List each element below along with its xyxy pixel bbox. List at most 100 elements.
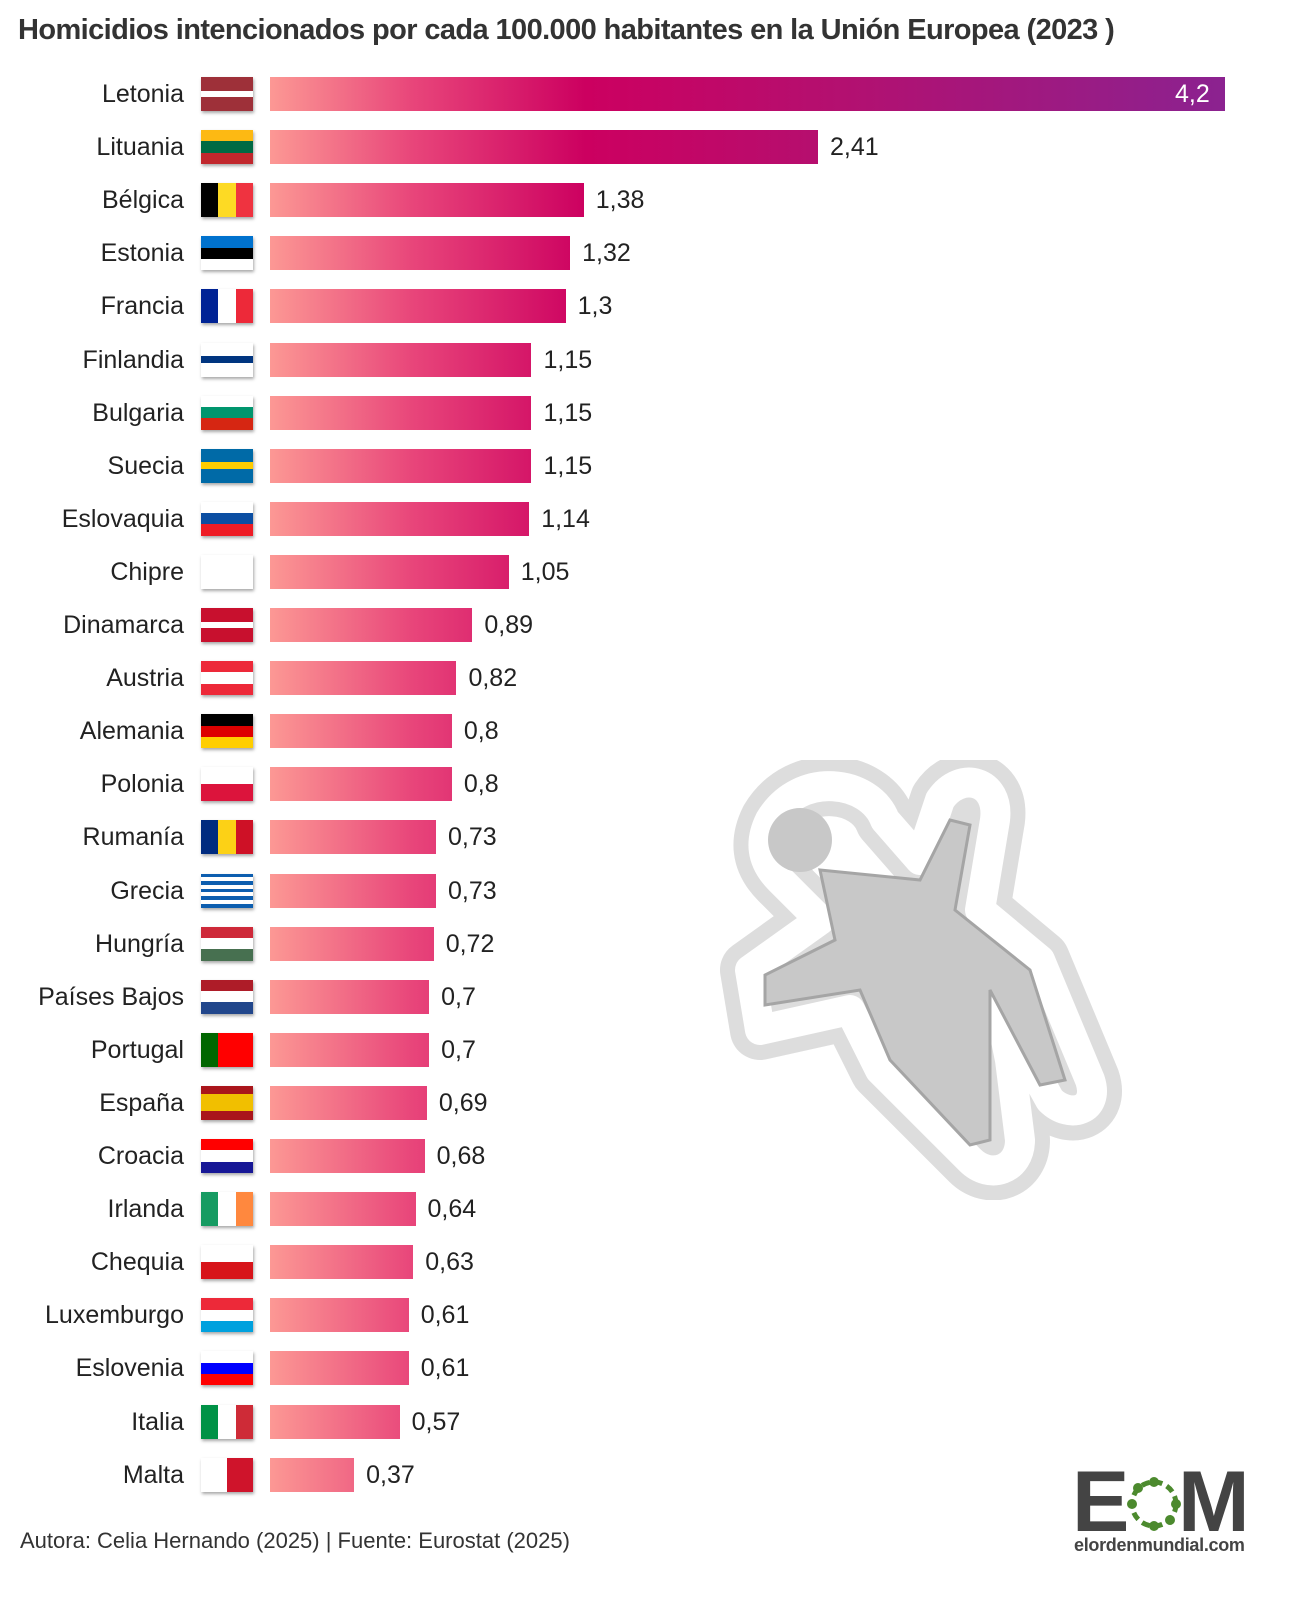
category-label: Letonia xyxy=(101,80,184,108)
bar xyxy=(270,1245,414,1280)
category-label: Croacia xyxy=(97,1142,184,1170)
category-label: Austria xyxy=(106,664,184,693)
value-label: 0,72 xyxy=(445,929,495,958)
bar-row: Lituania 2,41 xyxy=(0,130,1310,166)
svg-text:M: M xyxy=(1178,1466,1250,1550)
value-label: 0,64 xyxy=(427,1195,477,1224)
category-label: Bélgica xyxy=(102,186,184,215)
bar-row: Bulgaria 1,15 xyxy=(0,395,1310,432)
flag-icon xyxy=(201,608,253,642)
bar-row: Países Bajos 0,7 xyxy=(0,979,1310,1016)
flag-icon xyxy=(201,1351,253,1386)
value-label: 4,2 xyxy=(1175,80,1210,108)
category-label: Hungría xyxy=(95,929,184,958)
eom-logo: E M xyxy=(1072,1466,1250,1550)
flag-icon xyxy=(201,979,253,1014)
category-label: Dinamarca xyxy=(63,611,184,639)
category-label: Finlandia xyxy=(82,345,184,374)
bar xyxy=(270,501,530,536)
category-label: Portugal xyxy=(90,1035,184,1064)
value-label: 0,73 xyxy=(447,823,497,852)
bar-row: Portugal 0,7 xyxy=(0,1032,1310,1069)
bar xyxy=(270,714,452,749)
value-label: 0,61 xyxy=(420,1301,470,1330)
category-label: Países Bajos xyxy=(38,982,184,1011)
category-label: Irlanda xyxy=(107,1195,184,1224)
bar-row: Suecia 1,15 xyxy=(0,448,1310,485)
category-label: Eslovenia xyxy=(75,1354,184,1383)
bar-row: Estonia 1,32 xyxy=(0,236,1310,272)
bar-row: Finlandia 1,15 xyxy=(0,342,1310,379)
bar-row: Austria 0,82 xyxy=(0,661,1310,697)
flag-icon xyxy=(201,1085,253,1120)
flag-icon xyxy=(201,448,253,483)
bar-row: Italia 0,57 xyxy=(0,1404,1310,1441)
bar xyxy=(270,820,436,855)
flag-icon xyxy=(201,130,253,165)
flag-icon xyxy=(201,289,253,324)
bar xyxy=(270,236,571,271)
category-label: Bulgaria xyxy=(92,398,184,427)
value-label: 0,68 xyxy=(436,1142,486,1170)
bar xyxy=(270,395,532,430)
category-label: Chequia xyxy=(90,1248,184,1277)
value-label: 0,82 xyxy=(468,664,518,693)
chart-title: Homicidios intencionados por cada 100.00… xyxy=(18,14,1115,46)
bar-row: Polonia 0,8 xyxy=(0,767,1310,803)
logo-text: elordenmundial.com xyxy=(1074,1535,1245,1555)
flag-icon xyxy=(201,554,253,589)
flag-icon xyxy=(201,1457,253,1492)
flag-icon xyxy=(201,395,253,430)
category-label: Chipre xyxy=(110,557,184,586)
bar xyxy=(270,342,532,377)
value-label: 0,7 xyxy=(441,1035,476,1064)
bar-row: España 0,69 xyxy=(0,1085,1310,1122)
bar xyxy=(270,873,436,908)
bar-row: Letonia 4,2 xyxy=(0,77,1310,113)
bar-row: Chipre 1,05 xyxy=(0,554,1310,591)
flag-icon xyxy=(201,1192,253,1227)
svg-text:E: E xyxy=(1072,1466,1129,1550)
flag-icon xyxy=(201,820,253,855)
value-label: 0,69 xyxy=(438,1088,488,1117)
bar xyxy=(270,554,509,589)
value-label: 0,8 xyxy=(463,770,499,799)
flag-icon xyxy=(201,501,253,536)
value-label: 2,41 xyxy=(829,133,879,162)
flag-icon xyxy=(201,1032,253,1067)
bar-row: Luxemburgo 0,61 xyxy=(0,1298,1310,1334)
value-label: 0,73 xyxy=(447,876,497,905)
value-label: 1,15 xyxy=(543,451,593,480)
bar-row: Malta 0,37 xyxy=(0,1457,1310,1494)
category-label: Italia xyxy=(131,1407,184,1436)
category-label: Eslovaquia xyxy=(61,504,184,533)
value-label: 0,8 xyxy=(463,717,499,746)
flag-icon xyxy=(201,1245,253,1280)
bar xyxy=(270,289,566,324)
bar-row: Dinamarca 0,89 xyxy=(0,608,1310,644)
bar xyxy=(270,661,457,696)
bar xyxy=(270,1404,400,1439)
bar xyxy=(270,183,584,218)
bar xyxy=(270,1139,425,1173)
flag-icon xyxy=(201,1139,253,1173)
bar xyxy=(270,77,1225,111)
category-label: Malta xyxy=(122,1460,184,1489)
bar xyxy=(270,448,532,483)
bar xyxy=(270,1085,427,1120)
bar-row: Irlanda 0,64 xyxy=(0,1192,1310,1228)
bar xyxy=(270,1298,409,1333)
body-outline-icon xyxy=(720,760,1122,1200)
bar-row: Eslovenia 0,61 xyxy=(0,1351,1310,1387)
bar xyxy=(270,767,452,802)
bar xyxy=(270,926,434,961)
bar xyxy=(270,608,473,642)
value-label: 1,15 xyxy=(543,398,593,427)
value-label: 1,32 xyxy=(582,239,631,268)
source-footer: Autora: Celia Hernando (2025) | Fuente: … xyxy=(20,1528,570,1553)
value-label: 1,05 xyxy=(520,557,570,586)
category-label: Polonia xyxy=(100,770,184,799)
category-label: Suecia xyxy=(107,451,184,480)
category-label: Alemania xyxy=(79,717,184,746)
